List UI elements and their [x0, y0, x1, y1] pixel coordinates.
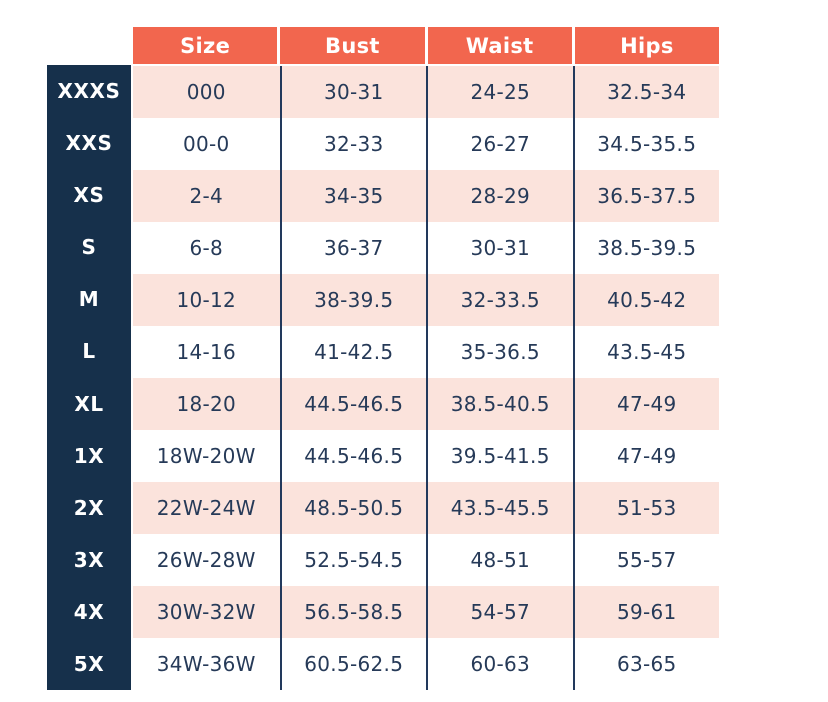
table-row: 30W-32W 56.5-58.5 54-57 59-61	[133, 586, 719, 638]
cell-hips: 32.5-34	[572, 66, 720, 118]
row-label-l: L	[82, 339, 96, 364]
size-label-column: XXXS XXS XS S M L XL 1X 2X 3X 4X 5X	[47, 65, 131, 690]
cell-waist: 54-57	[426, 586, 573, 638]
table-row: 2-4 34-35 28-29 36.5-37.5	[133, 170, 719, 222]
cell-bust: 30-31	[279, 66, 427, 118]
cell-hips: 47-49	[572, 378, 720, 430]
row-label-2x: 2X	[73, 495, 105, 520]
cell-waist: 48-51	[426, 534, 573, 586]
row-label-m: M	[78, 287, 100, 312]
cell-hips: 38.5-39.5	[572, 222, 720, 274]
table-row: 18-20 44.5-46.5 38.5-40.5 47-49	[133, 378, 719, 430]
cell-bust: 36-37	[279, 222, 427, 274]
row-label-s: S	[81, 235, 97, 260]
table-header: Size Bust Waist Hips	[133, 27, 719, 64]
table-row: 26W-28W 52.5-54.5 48-51 55-57	[133, 534, 719, 586]
cell-hips: 43.5-45	[572, 326, 720, 378]
cell-hips: 47-49	[572, 430, 720, 482]
cell-size: 34W-36W	[156, 652, 256, 676]
row-label-xs: XS	[73, 183, 105, 208]
table-body: 000 30-31 24-25 32.5-34 00-0 32-33 26-27 34.5-3…	[133, 66, 719, 690]
cell-bust: 32-33	[279, 118, 427, 170]
cell-size: 000	[186, 80, 226, 104]
cell-waist: 43.5-45.5	[426, 482, 573, 534]
row-label-5x: 5X	[73, 651, 105, 676]
cell-size: 22W-24W	[156, 496, 256, 520]
cell-waist: 30-31	[426, 222, 573, 274]
cell-hips: 40.5-42	[572, 274, 720, 326]
table-row: 00-0 32-33 26-27 34.5-35.5	[133, 118, 719, 170]
cell-waist: 24-25	[426, 66, 573, 118]
cell-size: 26W-28W	[156, 548, 256, 572]
cell-size: 14-16	[176, 340, 237, 364]
cell-waist: 38.5-40.5	[426, 378, 573, 430]
cell-size: 30W-32W	[156, 600, 256, 624]
cell-waist: 60-63	[426, 638, 573, 690]
cell-bust: 34-35	[279, 170, 427, 222]
cell-hips: 51-53	[572, 482, 720, 534]
cell-waist: 39.5-41.5	[426, 430, 573, 482]
column-header-hips: Hips	[574, 27, 719, 64]
row-label-xl: XL	[74, 391, 104, 416]
cell-waist: 32-33.5	[426, 274, 573, 326]
cell-bust: 44.5-46.5	[279, 430, 427, 482]
table-row: 22W-24W 48.5-50.5 43.5-45.5 51-53	[133, 482, 719, 534]
table-row: 14-16 41-42.5 35-36.5 43.5-45	[133, 326, 719, 378]
cell-size: 2-4	[189, 184, 224, 208]
table-row: 10-12 38-39.5 32-33.5 40.5-42	[133, 274, 719, 326]
table-row: 18W-20W 44.5-46.5 39.5-41.5 47-49	[133, 430, 719, 482]
table-row: 6-8 36-37 30-31 38.5-39.5	[133, 222, 719, 274]
cell-size: 18W-20W	[156, 444, 256, 468]
cell-waist: 28-29	[426, 170, 573, 222]
cell-bust: 60.5-62.5	[279, 638, 427, 690]
cell-size: 18-20	[176, 392, 237, 416]
row-label-3x: 3X	[73, 547, 105, 572]
cell-hips: 59-61	[572, 586, 720, 638]
cell-hips: 34.5-35.5	[572, 118, 720, 170]
cell-waist: 35-36.5	[426, 326, 573, 378]
row-label-1x: 1X	[73, 443, 105, 468]
cell-hips: 36.5-37.5	[572, 170, 720, 222]
cell-size: 00-0	[182, 132, 230, 156]
cell-bust: 38-39.5	[279, 274, 427, 326]
column-header-bust: Bust	[280, 27, 425, 64]
cell-bust: 41-42.5	[279, 326, 427, 378]
cell-hips: 55-57	[572, 534, 720, 586]
cell-waist: 26-27	[426, 118, 573, 170]
cell-size: 10-12	[176, 288, 237, 312]
cell-bust: 44.5-46.5	[279, 378, 427, 430]
row-label-xxs: XXS	[65, 131, 113, 156]
row-label-xxxs: XXXS	[57, 79, 121, 104]
cell-bust: 52.5-54.5	[279, 534, 427, 586]
table-row: 34W-36W 60.5-62.5 60-63 63-65	[133, 638, 719, 690]
cell-hips: 63-65	[572, 638, 720, 690]
table-row: 000 30-31 24-25 32.5-34	[133, 66, 719, 118]
cell-bust: 56.5-58.5	[279, 586, 427, 638]
cell-size: 6-8	[189, 236, 224, 260]
column-header-size: Size	[133, 27, 278, 64]
cell-bust: 48.5-50.5	[279, 482, 427, 534]
row-label-4x: 4X	[73, 599, 105, 624]
column-header-waist: Waist	[427, 27, 572, 64]
